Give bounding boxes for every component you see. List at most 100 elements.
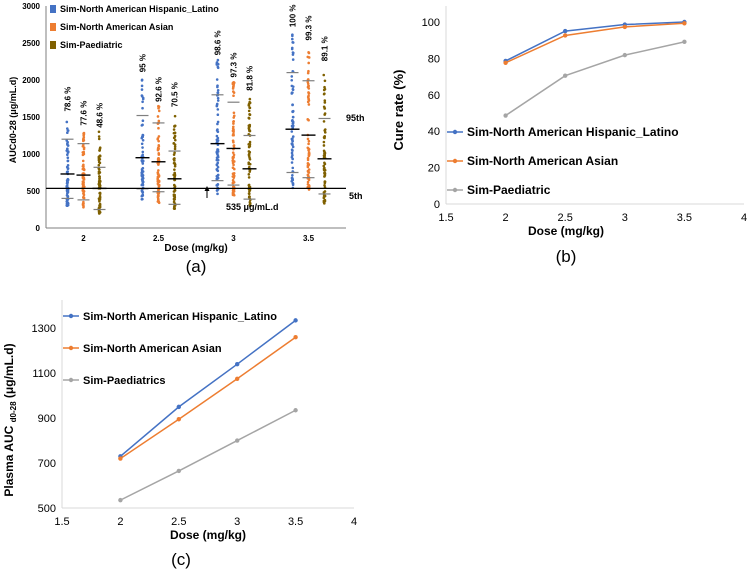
a-sim-point — [156, 115, 160, 118]
a-sim-point — [291, 145, 295, 149]
a-sim-point — [232, 119, 236, 123]
b-caption: (b) — [556, 247, 577, 266]
c-legend-label: Sim-North American Hispanic_Latino — [83, 311, 277, 323]
a-sim-point — [307, 103, 311, 106]
b-data-point — [622, 52, 627, 58]
a-sim-point — [157, 169, 160, 172]
c-y-tick-label: 900 — [38, 413, 56, 425]
a-sim-point — [232, 163, 235, 167]
a-sim-point — [97, 130, 101, 134]
a-x-tick-label: 2 — [81, 234, 86, 243]
c-data-point — [235, 376, 240, 381]
a-sim-point — [248, 142, 252, 146]
a-sim-point — [141, 135, 145, 139]
a-sim-point — [215, 78, 219, 81]
b-data-point — [682, 39, 687, 45]
a-sim-point — [323, 202, 326, 205]
a-sim-point — [141, 146, 144, 149]
a-sim-point — [322, 191, 326, 194]
a-sim-point — [157, 163, 160, 166]
a-sim-point — [66, 164, 70, 167]
a-sim-point — [291, 115, 295, 119]
a-sim-point — [232, 153, 236, 157]
a-sim-point — [232, 181, 236, 184]
a-sim-point — [98, 154, 102, 158]
a-y-tick-label: 0 — [36, 224, 41, 233]
a-sim-point — [82, 133, 85, 137]
a-sim-point — [291, 87, 295, 91]
c-y-tick-label: 1100 — [32, 368, 56, 380]
a-y-tick-label: 2500 — [22, 39, 40, 48]
a-sim-point — [216, 66, 220, 70]
a-sim-point — [307, 92, 311, 95]
a-sim-point — [156, 175, 160, 179]
a-sim-point — [306, 180, 310, 184]
a-sim-point — [323, 79, 327, 83]
a-sim-point — [306, 82, 310, 86]
a-sim-point — [306, 169, 310, 173]
a-sim-point — [232, 94, 235, 97]
a-sim-point — [82, 164, 85, 168]
c-y-tick-label: 1300 — [32, 323, 56, 335]
a-sim-point — [290, 84, 294, 88]
a-sim-point — [323, 168, 326, 172]
a-sim-point — [140, 95, 144, 98]
a-sim-point — [247, 153, 251, 156]
a-sim-point — [66, 131, 69, 135]
c-data-point — [118, 456, 123, 461]
a-sim-point — [290, 176, 294, 180]
a-sim-point — [173, 124, 176, 128]
a-sim-point — [216, 85, 219, 89]
a-sim-point — [248, 192, 251, 196]
a-y-tick-label: 500 — [27, 187, 41, 196]
a-sim-point — [231, 82, 235, 86]
a-sim-point — [215, 163, 219, 166]
a-sim-point — [216, 150, 220, 153]
a-sim-point — [215, 134, 219, 138]
a-sim-point — [173, 168, 176, 171]
a-y-tick-label: 2000 — [22, 76, 40, 85]
a-sim-point — [323, 184, 326, 187]
a-sim-point — [290, 179, 294, 183]
a-sim-point — [323, 131, 327, 134]
a-y-tick-label: 3000 — [22, 2, 40, 11]
a-sim-point — [306, 164, 310, 168]
a-sim-point — [172, 205, 176, 209]
a-sim-point — [81, 151, 85, 154]
c-data-point — [176, 468, 181, 474]
a-sim-point — [141, 166, 145, 170]
a-sim-point — [291, 58, 295, 61]
a-sim-point — [291, 41, 295, 44]
a-sim-point — [231, 90, 235, 93]
a-sim-point — [248, 165, 251, 169]
a-cure-rate-label: 48.6 % — [96, 103, 105, 128]
b-data-point — [563, 73, 568, 78]
a-x-axis-title: Dose (mg/kg) — [164, 243, 227, 254]
a-threshold-label: 535 μg/mL.d — [226, 202, 279, 212]
a-sim-point — [216, 120, 220, 124]
a-legend-label: Sim-North American Asian — [60, 22, 173, 32]
a-sim-point — [291, 37, 294, 41]
a-sim-point — [140, 88, 144, 91]
c-legend: Sim-North American Hispanic_Latino Sim-No… — [63, 311, 277, 387]
a-sim-point — [66, 147, 69, 150]
a-sim-point — [82, 193, 86, 197]
a-sim-point — [232, 111, 236, 115]
a-sim-point — [291, 139, 294, 143]
a-sim-point — [307, 139, 311, 143]
a-sim-point — [322, 144, 326, 147]
a-sim-point — [216, 176, 220, 180]
b-x-tick-label: 2.5 — [558, 212, 573, 224]
a-sim-point — [66, 153, 69, 157]
a-sim-point — [231, 87, 235, 90]
a-sim-point — [141, 138, 145, 142]
a-sim-point — [157, 126, 160, 130]
a-sim-point — [156, 137, 160, 141]
a-sim-point — [141, 176, 145, 180]
a-sim-point — [141, 119, 145, 123]
b-x-tick-label: 3 — [622, 212, 628, 224]
a-sim-point — [232, 122, 235, 125]
a-sim-point — [215, 168, 219, 172]
a-sim-point — [248, 195, 251, 199]
a-sim-point — [157, 119, 161, 123]
